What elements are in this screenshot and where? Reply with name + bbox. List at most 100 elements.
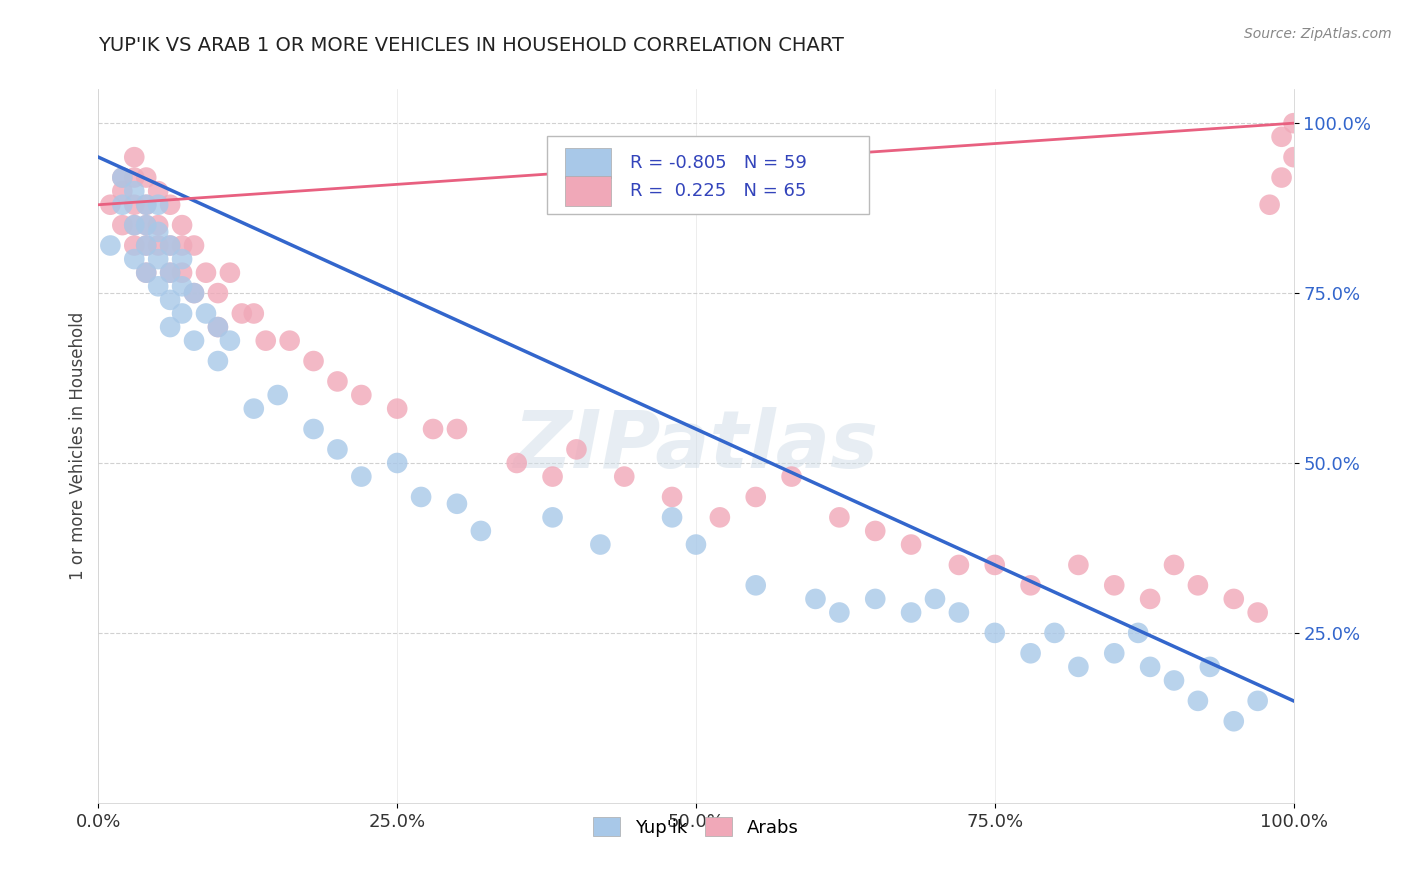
Point: [135, 198, 157, 212]
Point: [541, 510, 564, 524]
Point: [159, 266, 181, 280]
Point: [111, 218, 134, 232]
Point: [172, 306, 194, 320]
Point: [1187, 578, 1209, 592]
Point: [124, 170, 146, 185]
Text: Source: ZipAtlas.com: Source: ZipAtlas.com: [1244, 27, 1392, 41]
Point: [124, 198, 146, 212]
Point: [124, 238, 146, 252]
Point: [302, 422, 325, 436]
Point: [948, 558, 970, 572]
Text: R =  0.225   N = 65: R = 0.225 N = 65: [630, 182, 807, 200]
Point: [111, 170, 134, 185]
Point: [135, 218, 157, 232]
Point: [1139, 591, 1161, 606]
Point: [1187, 694, 1209, 708]
Point: [745, 490, 768, 504]
Point: [172, 266, 194, 280]
Point: [124, 184, 146, 198]
Point: [1067, 660, 1090, 674]
Point: [172, 238, 194, 252]
Point: [111, 184, 134, 198]
Point: [948, 606, 970, 620]
Point: [470, 524, 492, 538]
Point: [302, 354, 325, 368]
Point: [207, 354, 229, 368]
Point: [148, 238, 170, 252]
Point: [148, 198, 170, 212]
Point: [231, 306, 253, 320]
Point: [124, 218, 146, 232]
Point: [1043, 626, 1066, 640]
Point: [207, 320, 229, 334]
Point: [1019, 646, 1042, 660]
Point: [685, 537, 707, 551]
Point: [1271, 129, 1294, 144]
Point: [148, 218, 170, 232]
Point: [183, 238, 205, 252]
Point: [219, 266, 242, 280]
Point: [207, 320, 229, 334]
Text: R = -0.805   N = 59: R = -0.805 N = 59: [630, 153, 807, 171]
Point: [1223, 714, 1246, 729]
Point: [183, 286, 205, 301]
Point: [326, 442, 349, 457]
Point: [350, 388, 373, 402]
Point: [446, 422, 468, 436]
Point: [124, 218, 146, 232]
Point: [243, 306, 266, 320]
Point: [98, 198, 122, 212]
Point: [804, 591, 827, 606]
Point: [326, 375, 349, 389]
Text: ZIPatlas: ZIPatlas: [513, 407, 879, 485]
Point: [148, 225, 170, 239]
Point: [172, 252, 194, 266]
Point: [159, 238, 181, 252]
Point: [745, 578, 768, 592]
Point: [148, 279, 170, 293]
Point: [135, 266, 157, 280]
Point: [1019, 578, 1042, 592]
Point: [267, 388, 290, 402]
Point: [1199, 660, 1222, 674]
Point: [135, 238, 157, 252]
Point: [1139, 660, 1161, 674]
Point: [135, 198, 157, 212]
Point: [183, 286, 205, 301]
Point: [195, 306, 218, 320]
Point: [1282, 150, 1305, 164]
Point: [159, 293, 181, 307]
FancyBboxPatch shape: [565, 177, 612, 206]
Point: [172, 218, 194, 232]
Point: [243, 401, 266, 416]
Point: [195, 266, 218, 280]
Point: [111, 170, 134, 185]
Point: [828, 606, 851, 620]
Point: [159, 320, 181, 334]
Y-axis label: 1 or more Vehicles in Household: 1 or more Vehicles in Household: [69, 312, 87, 580]
Point: [506, 456, 529, 470]
Point: [541, 469, 564, 483]
Point: [135, 218, 157, 232]
Point: [385, 456, 409, 470]
Point: [350, 469, 373, 483]
Point: [124, 252, 146, 266]
Point: [865, 591, 887, 606]
Point: [148, 252, 170, 266]
Point: [111, 198, 134, 212]
Point: [589, 537, 612, 551]
Point: [135, 266, 157, 280]
Point: [780, 469, 803, 483]
Point: [1271, 170, 1294, 185]
Point: [1163, 673, 1185, 688]
Point: [613, 469, 636, 483]
Point: [411, 490, 433, 504]
Point: [984, 558, 1007, 572]
Point: [984, 626, 1007, 640]
Point: [207, 286, 229, 301]
Point: [865, 524, 887, 538]
Point: [661, 490, 683, 504]
Point: [385, 401, 409, 416]
Point: [1223, 591, 1246, 606]
Point: [148, 184, 170, 198]
